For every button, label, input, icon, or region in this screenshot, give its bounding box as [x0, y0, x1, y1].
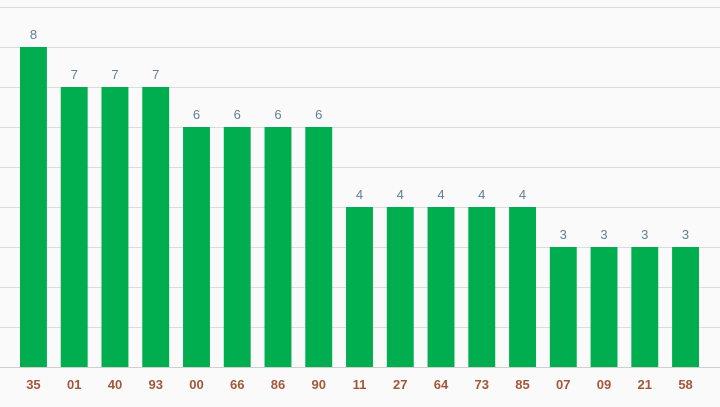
category-label-21: 21	[638, 377, 652, 392]
bar-00[interactable]	[183, 127, 210, 367]
category-label-00: 00	[189, 377, 203, 392]
bar-64[interactable]	[427, 207, 455, 367]
category-label-27: 27	[393, 377, 407, 392]
bar-93[interactable]	[142, 87, 170, 367]
bar-86[interactable]	[264, 127, 292, 367]
value-label-00: 6	[193, 107, 200, 122]
value-label-86: 6	[274, 107, 281, 122]
bar-85[interactable]	[509, 207, 536, 367]
value-label-07: 3	[560, 227, 567, 242]
category-label-73: 73	[475, 377, 489, 392]
bar-11[interactable]	[346, 207, 373, 367]
bar-66[interactable]	[223, 127, 251, 367]
bars	[20, 47, 699, 367]
value-labels: 8 7 7 7 6 6 6 6 4 4 4 4 4 3 3 3 3	[30, 27, 689, 242]
value-label-35: 8	[30, 27, 37, 42]
value-label-27: 4	[397, 187, 404, 202]
category-label-86: 86	[271, 377, 285, 392]
bar-27[interactable]	[386, 207, 414, 367]
value-label-90: 6	[315, 107, 322, 122]
category-label-93: 93	[148, 377, 162, 392]
bar-73[interactable]	[468, 207, 496, 367]
bar-07[interactable]	[549, 247, 577, 367]
category-label-35: 35	[26, 377, 40, 392]
value-label-85: 4	[519, 187, 526, 202]
bar-21[interactable]	[631, 247, 659, 367]
value-label-11: 4	[356, 187, 363, 202]
category-label-90: 90	[312, 377, 326, 392]
bar-01[interactable]	[60, 87, 88, 367]
category-label-58: 58	[678, 377, 692, 392]
bar-35[interactable]	[20, 47, 47, 367]
bar-58[interactable]	[672, 247, 699, 367]
category-label-07: 07	[556, 377, 570, 392]
value-label-01: 7	[71, 67, 78, 82]
value-label-64: 4	[437, 187, 444, 202]
category-label-64: 64	[434, 377, 449, 392]
value-label-40: 7	[111, 67, 118, 82]
category-label-01: 01	[67, 377, 81, 392]
value-label-58: 3	[682, 227, 689, 242]
category-label-66: 66	[230, 377, 244, 392]
value-label-21: 3	[641, 227, 648, 242]
bar-09[interactable]	[590, 247, 618, 367]
category-label-85: 85	[515, 377, 529, 392]
category-labels: 35 01 40 93 00 66 86 90 11 27 64 73 85 07 09 21 58	[26, 377, 693, 392]
category-label-40: 40	[108, 377, 122, 392]
value-label-66: 6	[234, 107, 241, 122]
category-label-11: 11	[353, 377, 367, 392]
value-label-73: 4	[478, 187, 485, 202]
value-label-09: 3	[600, 227, 607, 242]
bar-90[interactable]	[305, 127, 333, 367]
bar-40[interactable]	[101, 87, 129, 367]
category-label-09: 09	[597, 377, 611, 392]
value-label-93: 7	[152, 67, 159, 82]
